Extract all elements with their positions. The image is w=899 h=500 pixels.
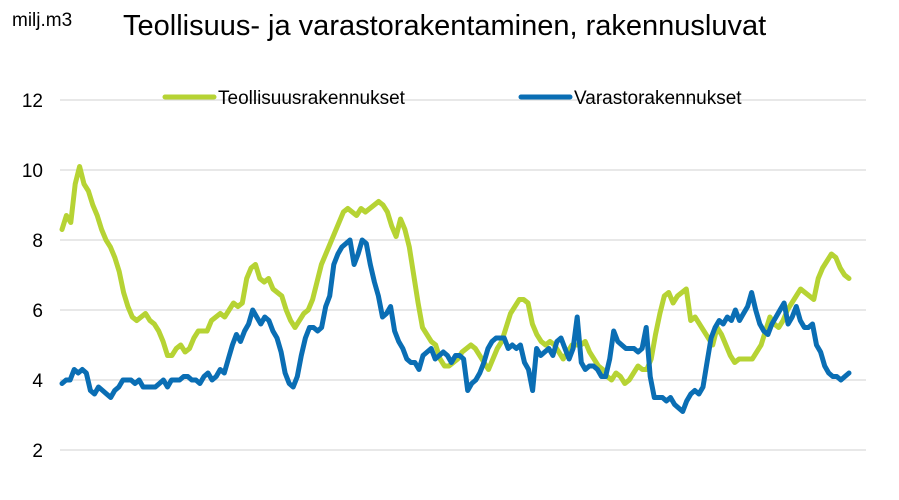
y-tick-labels: 2 4 6 8 10 12 [22,91,44,462]
y-tick-label: 6 [32,301,43,322]
legend-label: Varastorakennukset [574,88,742,109]
legend: Teollisuusrakennukset Varastorakennukset [162,88,742,109]
y-tick-label: 8 [32,231,43,252]
gridlines [60,99,866,451]
y-tick-label: 12 [22,91,43,112]
series-lines [59,164,852,414]
legend-label: Teollisuusrakennukset [218,88,406,109]
y-tick-label: 4 [32,371,43,392]
series-line-varastorakennukset [59,237,852,414]
y-tick-label: 2 [32,441,43,462]
y-tick-label: 10 [22,161,43,182]
chart-title: Teollisuus- ja varastorakentaminen, rake… [123,10,767,42]
series-line-teollisuusrakennukset [59,164,852,386]
y-axis-unit-label: milj.m3 [12,10,73,31]
